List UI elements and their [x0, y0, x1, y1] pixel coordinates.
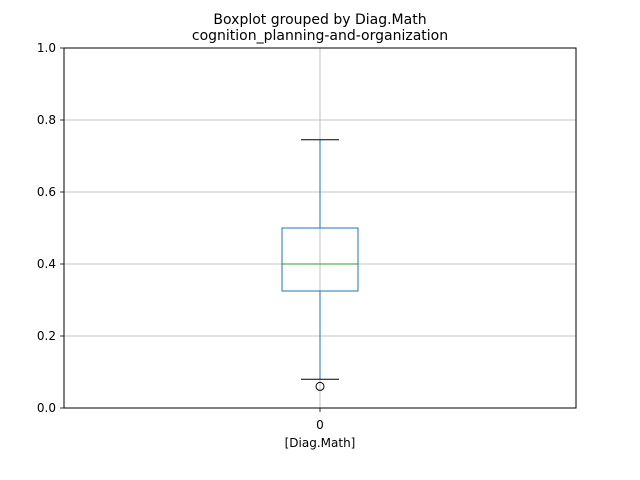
box-iqr [281, 227, 359, 292]
chart-title: cognition_planning-and-organization [192, 28, 448, 44]
x-axis-ticks: 0 [316, 408, 324, 432]
chart-suptitle: Boxplot grouped by Diag.Math [213, 12, 426, 28]
y-tick-label: 0.2 [37, 329, 56, 343]
y-axis-ticks: 0.0 0.2 0.4 0.6 0.8 1.0 [37, 41, 64, 415]
y-tick-label: 0.8 [37, 113, 56, 127]
plot-frame [63, 47, 577, 409]
outlier-point [315, 381, 325, 391]
x-axis-label: [Diag.Math] [285, 436, 356, 450]
y-tick-label: 0.6 [37, 185, 56, 199]
x-tick-label: 0 [316, 418, 324, 432]
y-tick-label: 0.0 [37, 401, 56, 415]
y-tick-label: 1.0 [37, 41, 56, 55]
y-tick-label: 0.4 [37, 257, 56, 271]
box-series [281, 139, 359, 391]
